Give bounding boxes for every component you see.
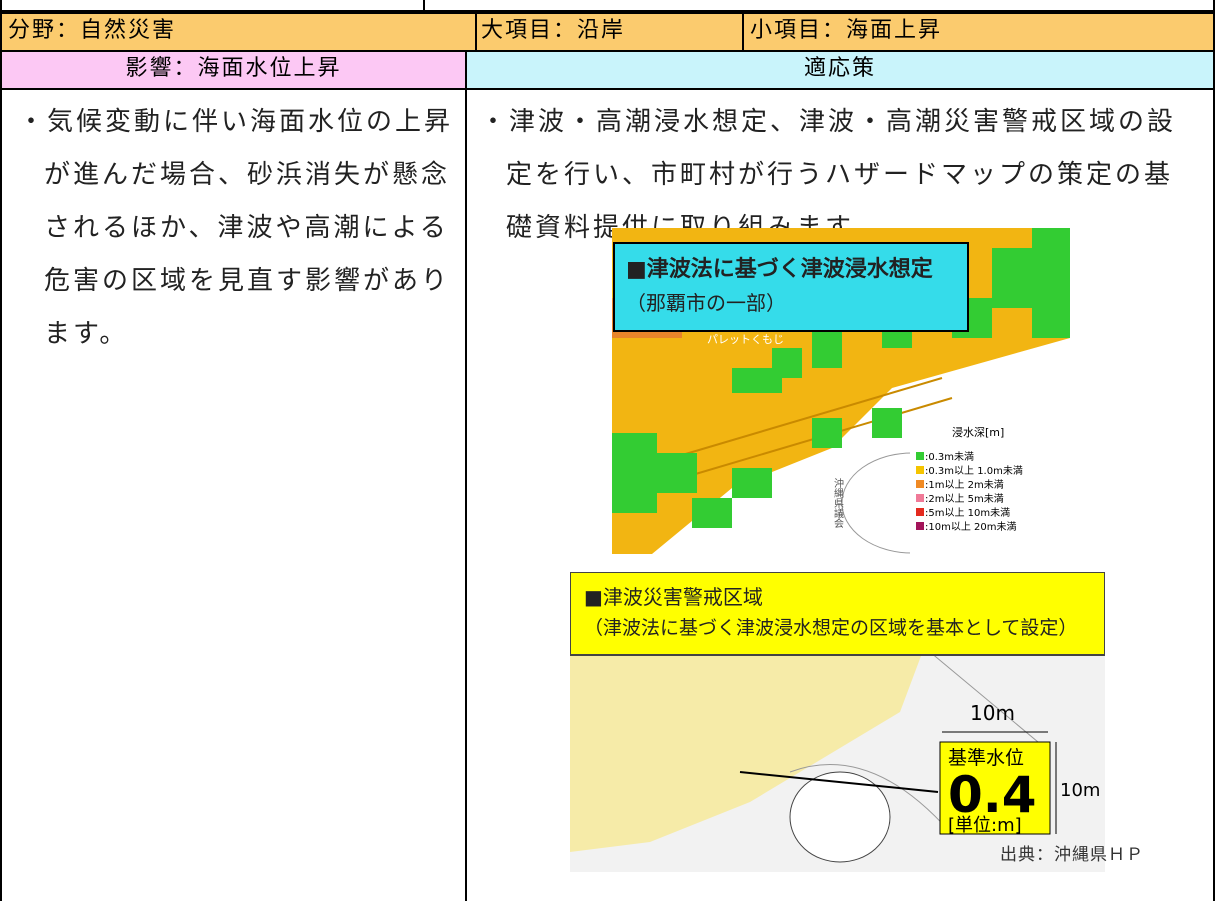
number-grid	[570, 632, 930, 852]
warning-map: ■津波災害警戒区域 （津波法に基づく津波浸水想定の区域を基本として設定） 10m…	[570, 572, 1105, 872]
top-cell	[0, 0, 425, 12]
legend: :0.3m未満 :0.3m以上 1.0m未満 :1m以上 2m未満 :2m以上 5m未…	[916, 451, 1023, 533]
width-label: 10m	[970, 701, 1015, 725]
legend-swatch	[916, 494, 924, 502]
legend-box	[910, 418, 1070, 554]
minor-cell: 小項目：海面上昇	[742, 12, 1215, 52]
map-subtitle: （那覇市の一部）	[626, 291, 786, 315]
major-cell: 大項目：沿岸	[475, 12, 744, 52]
top-cell	[423, 0, 1215, 12]
legend-swatch	[916, 480, 924, 488]
text-line: 危害の区域を見直す影響があり	[44, 266, 451, 296]
legend-label: :0.3m以上 1.0m未満	[925, 465, 1023, 477]
map-label: 沖縄県議会	[832, 477, 844, 529]
legend-swatch	[916, 522, 924, 530]
legend-label: :1m以上 2m未満	[925, 479, 1004, 491]
text-line: が進んだ場合、砂浜消失が懸念	[44, 160, 451, 190]
box-unit: [単位:m]	[948, 815, 1022, 836]
impact-header: 影響：海面水位上昇	[0, 50, 467, 90]
map-title: ■津波災害警戒区域	[584, 585, 763, 609]
legend-swatch	[916, 466, 924, 474]
legend-swatch	[916, 508, 924, 516]
text-line: 定を行い、市町村が行うハザードマップの策定の基	[506, 160, 1174, 190]
map-label: パレットくもじ	[707, 333, 784, 346]
source: 出典：沖縄県ＨＰ	[1000, 845, 1144, 865]
text-line: されるほか、津波や高潮による	[44, 213, 449, 243]
legend-label: :2m以上 5m未満	[925, 493, 1004, 505]
title-box	[613, 242, 969, 332]
height-label: 10m	[1060, 780, 1100, 801]
value-box	[939, 741, 1051, 835]
building	[789, 771, 891, 863]
legend-label: :10m以上 20m未満	[925, 521, 1016, 533]
inundation-map: パレットくもじ 沖縄県議会 ■津波法に基づく津波浸水想定 （那覇市の一部） 浸水…	[612, 228, 1070, 554]
field-cell: 分野：自然災害	[0, 12, 477, 52]
impact-text: ・気候変動に伴い海面水位の上昇が進んだ場合、砂浜消失が懸念 されるほか、津波や高潮…	[18, 96, 453, 361]
pointer	[739, 771, 939, 793]
measures-header: 適応策	[465, 50, 1215, 90]
box-title: 基準水位	[948, 747, 1024, 769]
legend-swatch	[916, 452, 924, 460]
text-line: ます。	[44, 319, 129, 349]
legend-label: :5m以上 10m未満	[925, 507, 1010, 519]
map-title: ■津波法に基づく津波浸水想定	[626, 256, 933, 282]
text-line: ・気候変動に伴い海面水位の上昇	[18, 107, 454, 137]
text-line: ・津波・高潮浸水想定、津波・高潮災害警戒区域の設	[480, 107, 1177, 137]
road	[789, 651, 1051, 833]
map-subtitle: （津波法に基づく津波浸水想定の区域を基本として設定）	[584, 617, 1077, 639]
title-box	[570, 572, 1105, 656]
legend-title: 浸水深[m]	[952, 426, 1004, 439]
box-value: 0.4	[948, 766, 1037, 824]
measures-cell	[465, 88, 1215, 901]
legend-label: :0.3m未満	[925, 451, 974, 463]
